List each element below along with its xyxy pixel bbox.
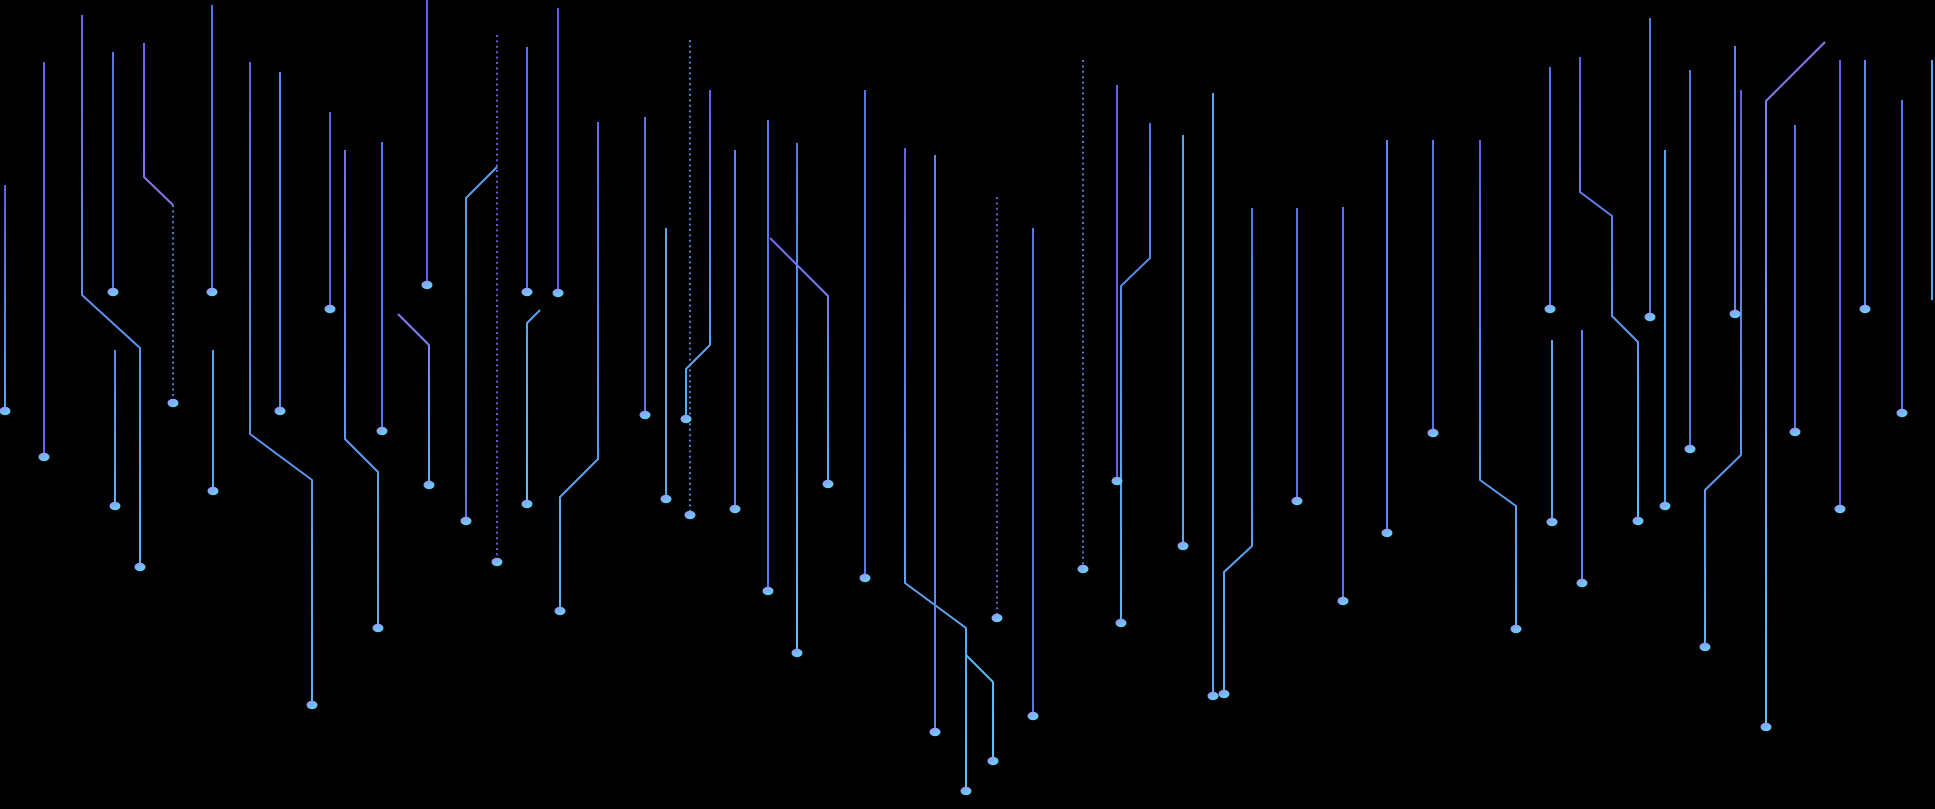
circuit-node-dot [991,613,1003,623]
circuit-node-dot [1760,722,1772,732]
circuit-node-dot [1177,541,1189,551]
circuit-node-dot [1632,516,1644,526]
circuit-node-dot [639,410,651,420]
circuit-node-dot [372,623,384,633]
circuit-line [81,15,141,566]
circuit-node-dot [134,562,146,572]
circuit-node-dot [521,499,533,509]
circuit-node-dot [521,287,533,297]
circuit-node-dot [1834,504,1846,514]
circuit-node-dot [1684,444,1696,454]
circuit-node-dot [684,510,696,520]
circuit-node-dot [1644,312,1656,322]
circuit-node-dot [107,287,119,297]
circuit-node-dot [1659,501,1671,511]
circuit-line [1579,57,1639,520]
circuit-node-dot [1729,309,1741,319]
circuit-node-dot [38,452,50,462]
circuit-line [769,237,829,483]
circuit-line [685,90,711,418]
circuit-node-dot [1291,496,1303,506]
circuit-line [965,654,994,760]
circuit-node-dot [0,406,11,416]
circuit-node-dot [1111,476,1123,486]
circuit-node-dot [1027,711,1039,721]
circuit-node-dot [987,756,999,766]
circuit-node-dot [306,700,318,710]
circuit-node-dot [1859,304,1871,314]
circuit-node-dot [421,280,433,290]
circuit-node-dot [1789,427,1801,437]
circuit-node-dot [859,573,871,583]
circuit-node-dot [1427,428,1439,438]
circuit-node-dot [1546,517,1558,527]
circuit-node-dot [376,426,388,436]
circuit-node-dot [660,494,672,504]
circuit-line [1223,208,1253,693]
circuit-node-dot [207,486,219,496]
circuit-node-dot [460,516,472,526]
circuit-node-dot [423,480,435,490]
circuit-line [143,43,174,206]
circuit-line [465,166,498,520]
circuit-node-dot [960,786,972,796]
circuit-node-dot [491,557,503,567]
circuit-node-dot [1115,618,1127,628]
circuit-node-dot [167,398,179,408]
circuit-node-dot [1337,596,1349,606]
circuit-node-dot [552,288,564,298]
circuit-line [526,309,541,503]
circuit-node-dot [1896,408,1908,418]
circuit-node-dot [680,414,692,424]
circuit-node-dot [206,287,218,297]
circuit-line [1765,41,1826,726]
circuit-node-dot [1699,642,1711,652]
circuit-node-dot [1576,578,1588,588]
circuit-lines-layer [4,0,1933,790]
circuit-node-dot [1510,624,1522,634]
circuit-node-dot [1381,528,1393,538]
circuit-node-dot [929,727,941,737]
circuit-line [1479,140,1517,628]
circuit-line [1704,90,1742,646]
circuit-node-dot [1207,691,1219,701]
circuit-node-dot [274,406,286,416]
circuit-node-dot [791,648,803,658]
circuit-node-dot [762,586,774,596]
circuit-line [249,62,313,704]
circuit-line [397,313,430,484]
circuit-dots-layer [0,280,1908,796]
circuit-node-dot [324,304,336,314]
circuit-node-dot [1544,304,1556,314]
circuit-node-dot [729,504,741,514]
circuit-line [1120,123,1151,622]
circuit-node-dot [1218,689,1230,699]
circuit-node-dot [554,606,566,616]
circuit-line [559,122,599,610]
circuit-line [344,150,379,627]
circuit-node-dot [1077,564,1089,574]
circuit-node-dot [822,479,834,489]
circuit-node-dot [109,501,121,511]
